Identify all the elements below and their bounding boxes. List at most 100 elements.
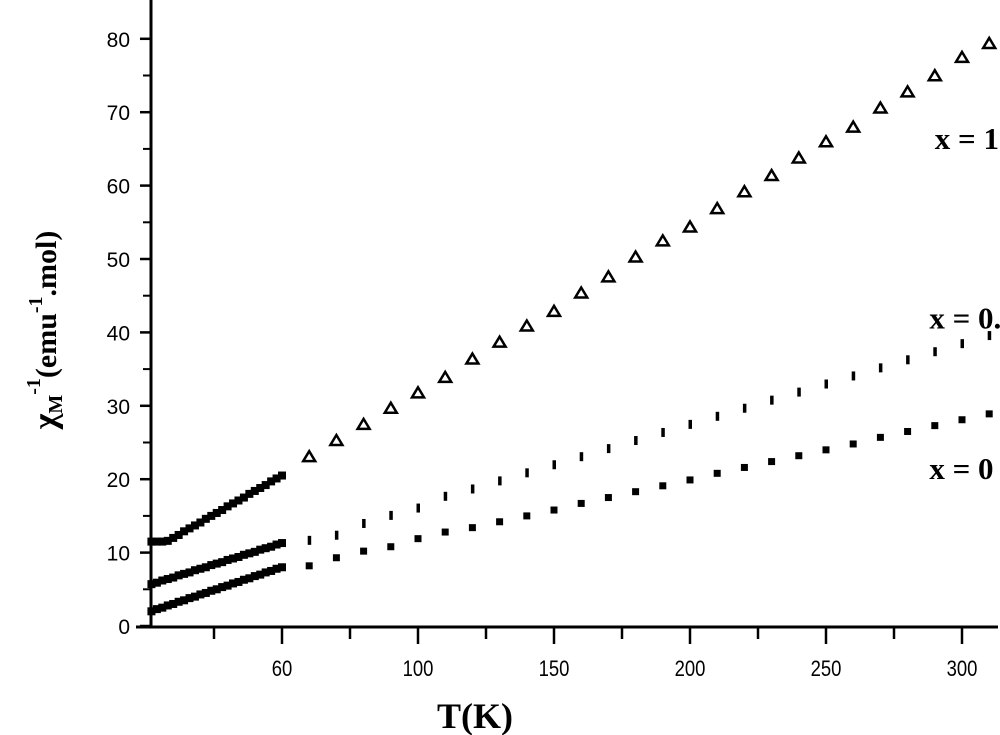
- dense-point: [180, 569, 189, 578]
- series-label: x = 1: [935, 121, 999, 156]
- dense-point: [234, 553, 243, 562]
- dense-point: [196, 518, 205, 527]
- dense-point: [256, 545, 265, 554]
- bar-point: [878, 363, 883, 373]
- dense-point: [212, 585, 221, 594]
- dense-point: [250, 572, 259, 581]
- bar-point: [906, 355, 910, 365]
- dense-point: [152, 605, 161, 614]
- dense-point: [201, 563, 210, 572]
- dense-point: [207, 561, 216, 570]
- square-point: [795, 452, 803, 460]
- triangle-point: [953, 49, 971, 64]
- dense-point: [239, 493, 248, 502]
- dense-point: [267, 566, 276, 575]
- dense-point: [185, 594, 194, 603]
- dense-point: [278, 563, 286, 572]
- y-axis-title: χM-1(emu-1.mol): [23, 231, 67, 431]
- bar-point: [661, 427, 665, 437]
- square-point: [414, 535, 422, 543]
- y-title-sup1: -1: [23, 378, 45, 395]
- square-point: [740, 463, 748, 471]
- dense-point: [250, 486, 259, 495]
- triangle-point: [980, 35, 998, 50]
- square-point: [496, 518, 504, 526]
- triangle-point: [654, 232, 672, 247]
- square-point: [468, 524, 476, 532]
- dense-point: [278, 539, 286, 548]
- axes: 0 10 20 30 40 50 60 70 80 60 100 150 200 250 300: [107, 0, 998, 682]
- triangle-point: [436, 369, 454, 384]
- bar-point: [307, 535, 312, 545]
- square-point: [904, 427, 912, 435]
- square-point: [659, 482, 667, 490]
- triangle-point: [600, 268, 617, 283]
- x-tick-label: 200: [675, 658, 706, 682]
- dense-point: [223, 502, 232, 511]
- x-tick-label: 60: [272, 658, 293, 682]
- bar-point: [797, 387, 801, 397]
- dense-point: [229, 579, 238, 588]
- y-tick-label: 0: [118, 616, 130, 639]
- series-label: x = 0.5: [929, 301, 1000, 336]
- bar-point: [742, 403, 747, 413]
- dense-point: [169, 599, 178, 608]
- bar-point: [334, 530, 339, 540]
- triangle-point: [328, 432, 345, 447]
- dense-point: [174, 571, 183, 580]
- square-point: [686, 476, 694, 484]
- bar-point: [579, 452, 584, 462]
- dense-point: [212, 508, 221, 517]
- bar-point: [470, 484, 475, 494]
- dense-point: [190, 521, 199, 530]
- dense-point: [245, 549, 254, 558]
- bar-point: [770, 395, 774, 405]
- dense-point: [185, 524, 194, 533]
- square-point: [332, 554, 340, 562]
- y-tick-label: 40: [107, 322, 130, 345]
- dense-point: [223, 581, 232, 590]
- bar-point: [552, 460, 556, 470]
- dense-point: [234, 577, 243, 586]
- x-tick-label: 100: [403, 658, 434, 682]
- dense-point: [207, 586, 216, 595]
- y-title-mid: (emu: [30, 313, 63, 378]
- dense-point: [196, 590, 205, 599]
- triangle-point: [790, 150, 808, 164]
- dense-point: [169, 533, 178, 542]
- dense-point: [147, 580, 156, 589]
- x-tick-label: 250: [811, 658, 842, 682]
- dense-point: [207, 511, 216, 520]
- bar-point: [525, 468, 529, 478]
- square-point: [604, 494, 612, 502]
- bar-point: [987, 331, 992, 341]
- dense-point: [174, 530, 183, 539]
- dense-point: [234, 496, 243, 505]
- dense-point: [250, 547, 259, 556]
- square-point: [713, 469, 721, 477]
- y-title-end: .mol): [30, 231, 63, 297]
- bar-point: [851, 371, 856, 381]
- square-point: [822, 446, 830, 454]
- square-point: [523, 512, 531, 520]
- triangle-point: [627, 249, 644, 263]
- dense-point: [163, 536, 172, 545]
- y-tick-label: 30: [107, 396, 130, 419]
- data-points: [147, 35, 998, 616]
- bar-point: [443, 491, 448, 501]
- triangle-point: [300, 448, 318, 463]
- dense-point: [261, 568, 270, 577]
- bar-point: [362, 518, 366, 528]
- bar-point: [824, 379, 828, 389]
- square-point: [577, 499, 585, 507]
- triangle-point: [817, 133, 835, 148]
- dense-point: [218, 583, 227, 592]
- dense-point: [158, 576, 167, 585]
- dense-point: [267, 477, 276, 486]
- square-point: [360, 547, 368, 555]
- dense-point: [174, 597, 183, 606]
- square-point: [768, 458, 776, 466]
- dense-point: [278, 471, 286, 480]
- triangle-point: [491, 334, 508, 348]
